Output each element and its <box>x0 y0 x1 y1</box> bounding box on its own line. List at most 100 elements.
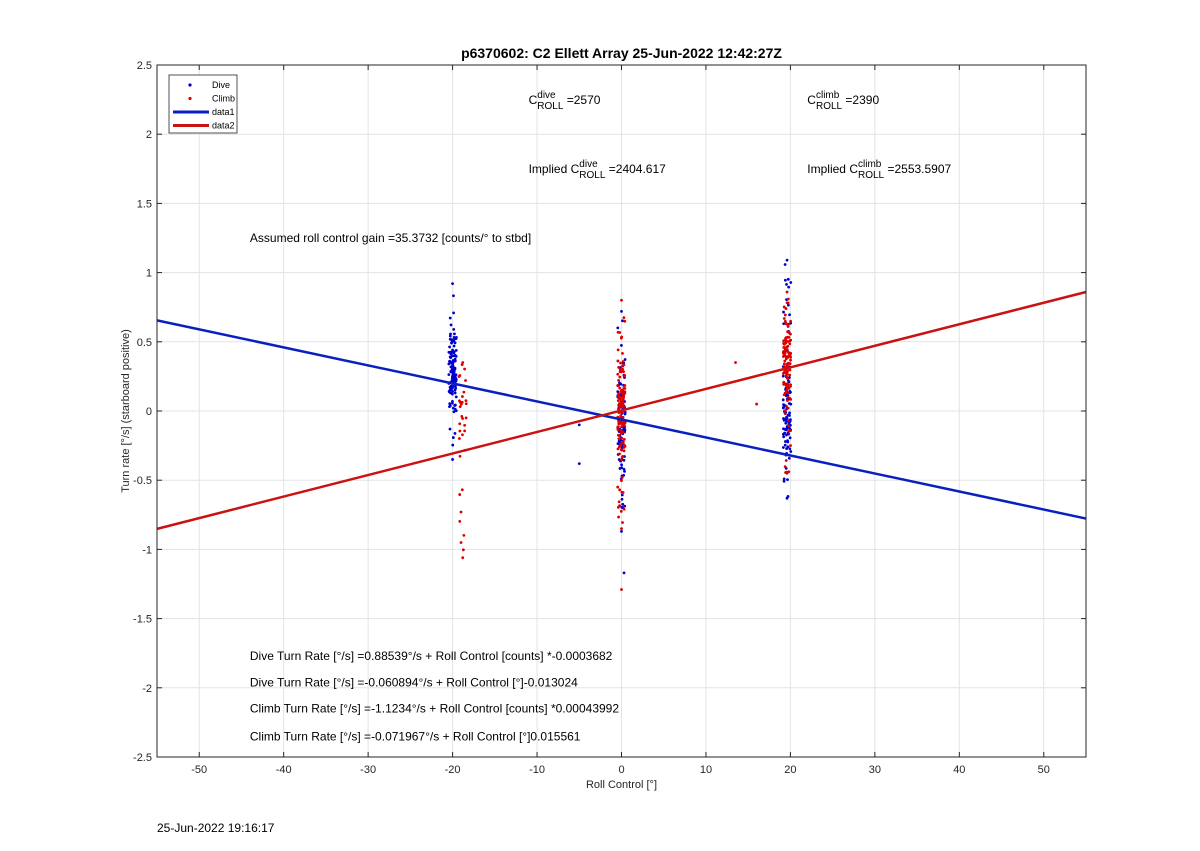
annotation-eq4: Climb Turn Rate [°/s] =-0.071967°/s + Ro… <box>250 729 581 743</box>
series-line-data1 <box>156 319 1087 520</box>
data-point <box>782 417 785 420</box>
data-point <box>785 362 789 366</box>
data-point <box>782 362 786 366</box>
data-point <box>458 405 462 409</box>
data-point <box>785 384 789 387</box>
data-point <box>447 362 451 366</box>
data-point <box>785 336 789 339</box>
data-point <box>452 354 456 358</box>
data-point <box>782 427 785 431</box>
data-point <box>788 373 792 377</box>
x-tick-label: -20 <box>445 764 461 776</box>
data-point <box>788 447 792 451</box>
data-point <box>755 402 759 406</box>
data-point <box>786 395 790 399</box>
data-point <box>454 354 458 358</box>
data-point <box>734 361 737 364</box>
data-point <box>787 285 791 289</box>
y-tick-label: 0.5 <box>137 337 152 349</box>
data-point <box>788 368 792 372</box>
data-point <box>784 428 788 432</box>
tick-labels: -50 -40 -30 -20 -10 0 10 20 30 40 50-2.5-2-1.5-1-0… <box>133 60 1086 776</box>
data-point <box>784 307 788 310</box>
data-point <box>619 420 623 424</box>
data-point <box>461 395 464 398</box>
data-point <box>448 334 452 338</box>
data-point <box>616 442 620 446</box>
data-point <box>620 527 623 531</box>
data-point <box>463 367 466 371</box>
data-point <box>622 387 626 390</box>
data-point <box>453 391 457 395</box>
data-point <box>453 367 457 371</box>
legend-entry-data1: data1 <box>212 107 235 117</box>
annotation-eq2: Dive Turn Rate [°/s] =-0.060894°/s + Rol… <box>250 675 578 689</box>
data-point <box>457 437 461 440</box>
y-tick-label: -1.5 <box>133 614 152 626</box>
data-point <box>458 454 462 458</box>
data-point <box>785 282 788 286</box>
data-point <box>464 416 468 420</box>
data-point <box>788 411 791 415</box>
data-point <box>464 399 468 403</box>
data-point <box>782 346 786 349</box>
data-point <box>458 493 462 496</box>
data-point <box>785 290 789 294</box>
data-point <box>623 374 626 378</box>
data-point <box>622 449 626 453</box>
x-tick-label: 10 <box>700 764 712 776</box>
data-point <box>449 332 452 336</box>
data-point <box>623 390 627 394</box>
data-point <box>784 409 787 413</box>
data-point <box>620 463 623 467</box>
data-point <box>621 455 625 458</box>
data-point <box>783 412 787 415</box>
legend-entry-dive: Dive <box>212 80 230 90</box>
data-point <box>453 359 457 363</box>
series-line-data2 <box>156 290 1087 531</box>
data-point <box>617 439 621 443</box>
y-tick-label: -1 <box>142 544 152 556</box>
data-point <box>781 398 785 402</box>
data-point <box>784 350 787 354</box>
data-point <box>622 507 626 511</box>
x-tick-label: -30 <box>360 764 376 776</box>
data-point <box>461 361 465 364</box>
data-point <box>620 490 624 494</box>
data-point <box>448 316 452 320</box>
data-point <box>622 571 626 575</box>
data-point <box>449 361 453 365</box>
data-point <box>623 504 627 508</box>
data-point <box>451 436 455 439</box>
data-point <box>461 548 465 552</box>
y-tick-label: 2 <box>146 129 152 141</box>
data-point <box>620 298 623 302</box>
annotation-implied-climb: Implied Cclimb ROLL =2553.5907 <box>807 159 951 181</box>
data-point <box>622 405 625 409</box>
data-point <box>450 338 454 342</box>
data-point <box>618 331 622 334</box>
data-point <box>451 443 455 447</box>
data-point <box>620 479 623 483</box>
data-point <box>786 418 790 422</box>
data-point <box>785 415 788 419</box>
data-point <box>621 521 624 524</box>
y-tick-label: 0 <box>146 406 152 418</box>
data-point <box>448 355 452 359</box>
data-point <box>618 488 622 492</box>
x-tick-label: 40 <box>953 764 965 776</box>
data-point <box>784 278 787 282</box>
data-point <box>577 423 581 427</box>
legend-entry-climb: Climb <box>212 94 235 104</box>
data-point <box>620 493 624 497</box>
data-point <box>783 443 787 447</box>
data-point <box>458 429 462 433</box>
data-point <box>786 301 790 305</box>
data-point <box>458 374 462 377</box>
data-point <box>577 462 581 465</box>
data-point <box>786 325 790 328</box>
data-point <box>451 458 454 461</box>
data-point <box>616 326 620 330</box>
data-point <box>786 399 789 402</box>
data-point <box>617 437 621 441</box>
